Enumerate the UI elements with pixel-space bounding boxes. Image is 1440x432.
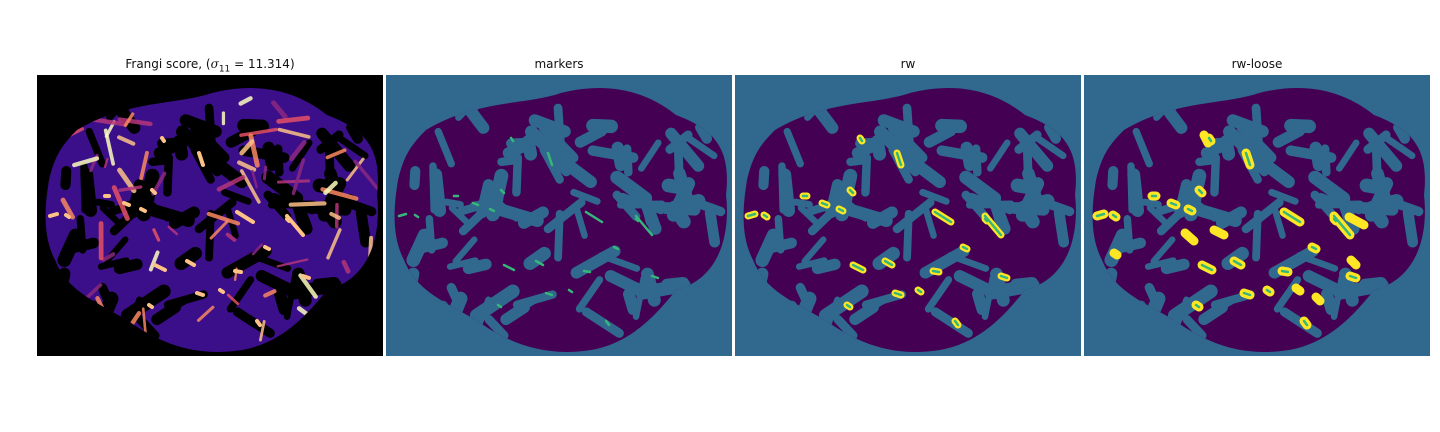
frangi-title-suffix: = 11.314) (230, 57, 295, 71)
rw-loose-panel-title: rw-loose (1231, 57, 1283, 71)
markers-panel-title: markers (534, 57, 584, 71)
marker-regions (746, 136, 1009, 327)
frangi-score-canvas (37, 75, 383, 356)
rw-canvas (735, 75, 1081, 356)
frangi-score-image (37, 75, 383, 356)
rw-loose-image (1084, 75, 1430, 356)
markers-image (386, 75, 732, 356)
marker-regions (397, 136, 660, 327)
rw-panel-title: rw (900, 57, 916, 71)
markers-canvas (386, 75, 732, 356)
frangi-title-prefix: Frangi score, ( (125, 57, 211, 71)
rw-image (735, 75, 1081, 356)
frangi-title-symbol: σ (210, 57, 219, 71)
marker-regions (1095, 136, 1358, 327)
frangi-panel-title: Frangi score, (σ11 = 11.314) (37, 57, 383, 75)
frangi-title-subscript: 11 (218, 64, 231, 75)
rw-loose-canvas (1084, 75, 1430, 356)
